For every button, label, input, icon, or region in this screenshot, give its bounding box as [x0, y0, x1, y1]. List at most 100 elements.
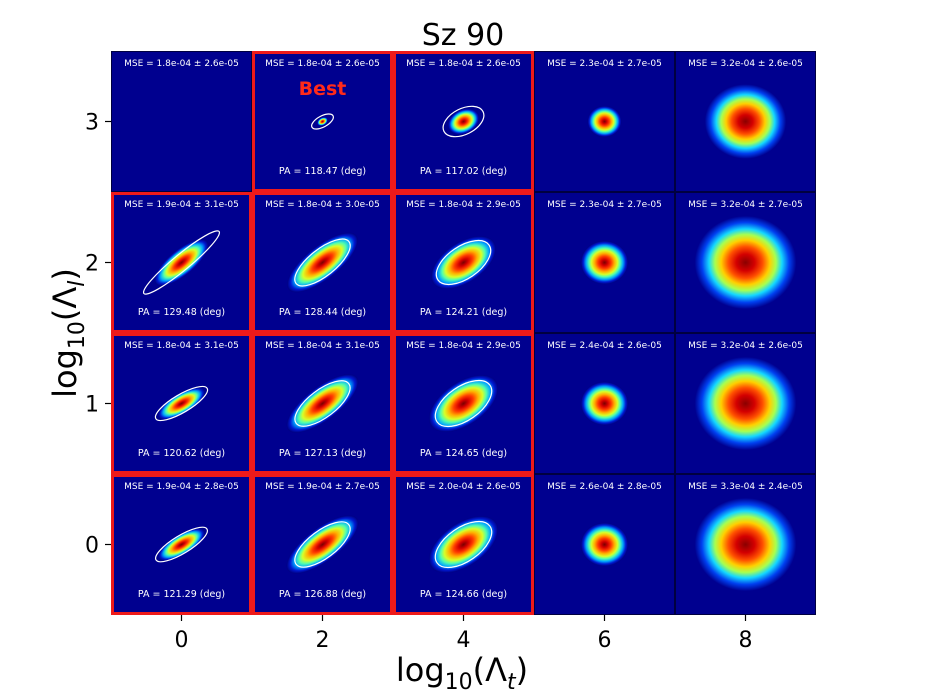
- x-tick-label: 6: [598, 628, 612, 653]
- fit-ellipse: [294, 380, 351, 427]
- panel-border: [675, 333, 816, 474]
- mse-label: MSE = 2.4e-04 ± 2.6e-05: [547, 341, 662, 351]
- fit-ellipse: [154, 385, 209, 422]
- highlight-frame: [111, 474, 252, 615]
- mse-label: MSE = 1.8e-04 ± 2.6e-05: [124, 59, 239, 69]
- emission-blob: [286, 374, 359, 433]
- emission-blob: [587, 105, 622, 138]
- y-axis-label: log10(Λl): [46, 268, 90, 398]
- emission-blob: [694, 356, 797, 451]
- highlight-frame: [111, 333, 252, 474]
- emission-blob: [428, 516, 499, 573]
- panel: MSE = 1.8e-04 ± 3.1e-05 PA = 120.62 (deg): [111, 333, 252, 474]
- x-axis-label-sub: 10: [445, 670, 473, 695]
- panel-border: [534, 192, 675, 333]
- mse-label: MSE = 2.3e-04 ± 2.7e-05: [547, 59, 662, 69]
- y-axis-label-sub: 10: [65, 321, 90, 349]
- mse-label: MSE = 2.6e-04 ± 2.8e-05: [547, 482, 662, 492]
- emission-blob: [286, 515, 359, 574]
- panel-border: [675, 51, 816, 192]
- y-tick-label: 0: [85, 534, 99, 559]
- fit-ellipse: [294, 521, 351, 568]
- fit-ellipse: [311, 113, 334, 130]
- mse-label: MSE = 1.8e-04 ± 2.9e-05: [406, 200, 521, 210]
- panel: MSE = 3.2e-04 ± 2.7e-05: [675, 192, 816, 333]
- emission-blob: [428, 375, 499, 432]
- fit-ellipse: [294, 238, 351, 287]
- panel-border: [675, 474, 816, 615]
- highlight-frame: [111, 192, 252, 333]
- emission-blob: [431, 236, 496, 289]
- panel: MSE = 1.8e-04 ± 3.0e-05 PA = 128.44 (deg): [252, 192, 393, 333]
- mse-label: MSE = 1.8e-04 ± 2.6e-05: [265, 59, 380, 69]
- panel: MSE = 1.8e-04 ± 2.6e-05: [111, 51, 252, 192]
- highlight-frame: [393, 333, 534, 474]
- panel: MSE = 1.9e-04 ± 2.7e-05 PA = 126.88 (deg): [252, 474, 393, 615]
- x-axis-ticks: 0 2 4 6 8: [175, 615, 753, 653]
- mse-label: MSE = 1.8e-04 ± 3.1e-05: [265, 341, 380, 351]
- panel: MSE = 1.9e-04 ± 2.8e-05 PA = 121.29 (deg): [111, 474, 252, 615]
- emission-blob: [158, 387, 205, 420]
- y-tick-label: 1: [85, 393, 99, 418]
- emission-blob: [580, 381, 629, 426]
- panel-border: [675, 192, 816, 333]
- fit-ellipse: [155, 526, 208, 563]
- chart-title: Sz 90: [422, 18, 505, 53]
- mse-label: MSE = 3.3e-04 ± 2.4e-05: [688, 482, 803, 492]
- y-axis-label-close: ): [46, 268, 84, 280]
- emission-blob: [287, 232, 358, 293]
- x-axis-label-var: t: [507, 670, 517, 695]
- fit-ellipse: [434, 520, 493, 569]
- fit-ellipse: [435, 239, 492, 286]
- highlight-frame: [252, 192, 393, 333]
- highlight-frame: [252, 51, 393, 192]
- pa-label: PA = 129.48 (deg): [138, 307, 225, 318]
- emission-blob: [694, 215, 797, 310]
- emission-blob: [704, 84, 787, 159]
- panel: MSE = 3.2e-04 ± 2.6e-05: [675, 51, 816, 192]
- highlight-frames: Best: [111, 51, 534, 615]
- panel-border: [534, 474, 675, 615]
- mse-label: MSE = 3.2e-04 ± 2.6e-05: [688, 59, 803, 69]
- pa-label: PA = 124.21 (deg): [420, 307, 507, 318]
- panel-border: [111, 51, 252, 192]
- panel: MSE = 2.4e-04 ± 2.6e-05: [534, 333, 675, 474]
- x-axis-label-open: (Λ: [473, 651, 507, 689]
- y-tick-label: 2: [85, 252, 99, 277]
- y-axis-label-open: (Λ: [46, 287, 84, 321]
- pa-label: PA = 127.13 (deg): [279, 448, 366, 459]
- pa-label: PA = 124.65 (deg): [420, 448, 507, 459]
- emission-blob: [694, 497, 797, 592]
- best-label: Best: [299, 78, 347, 100]
- panel: MSE = 2.0e-04 ± 2.6e-05 PA = 124.66 (deg): [393, 474, 534, 615]
- highlight-frame: [393, 474, 534, 615]
- mse-label: MSE = 1.8e-04 ± 2.9e-05: [406, 341, 521, 351]
- pa-label: PA = 121.29 (deg): [138, 589, 225, 600]
- y-axis-ticks: 3 2 1 0: [85, 111, 111, 559]
- panel-border: [534, 51, 675, 192]
- fit-ellipse: [434, 379, 493, 428]
- panel: MSE = 1.8e-04 ± 2.9e-05 PA = 124.65 (deg): [393, 333, 534, 474]
- panel: MSE = 3.2e-04 ± 2.6e-05: [675, 333, 816, 474]
- panel-border: [534, 333, 675, 474]
- x-tick-label: 4: [457, 628, 471, 653]
- highlight-frame: [252, 333, 393, 474]
- emission-blob: [154, 239, 209, 286]
- pa-label: PA = 117.02 (deg): [420, 166, 507, 177]
- mse-label: MSE = 3.2e-04 ± 2.7e-05: [688, 200, 803, 210]
- panel-background: [111, 51, 252, 192]
- y-tick-label: 3: [85, 111, 99, 136]
- emission-blob: [580, 522, 629, 567]
- highlight-frame: [393, 192, 534, 333]
- panel: MSE = 1.8e-04 ± 2.6e-05 PA = 118.47 (deg): [252, 51, 393, 192]
- x-tick-label: 2: [316, 628, 330, 653]
- y-axis-label-prefix: log: [46, 349, 84, 398]
- emission-blob: [580, 240, 629, 285]
- highlight-frame: [393, 51, 534, 192]
- panel: MSE = 3.3e-04 ± 2.4e-05: [675, 474, 816, 615]
- emission-blob: [317, 117, 328, 126]
- pa-label: PA = 124.66 (deg): [420, 589, 507, 600]
- mse-label: MSE = 1.8e-04 ± 3.0e-05: [265, 200, 380, 210]
- mse-label: MSE = 1.8e-04 ± 2.6e-05: [406, 59, 521, 69]
- mse-label: MSE = 1.8e-04 ± 3.1e-05: [124, 341, 239, 351]
